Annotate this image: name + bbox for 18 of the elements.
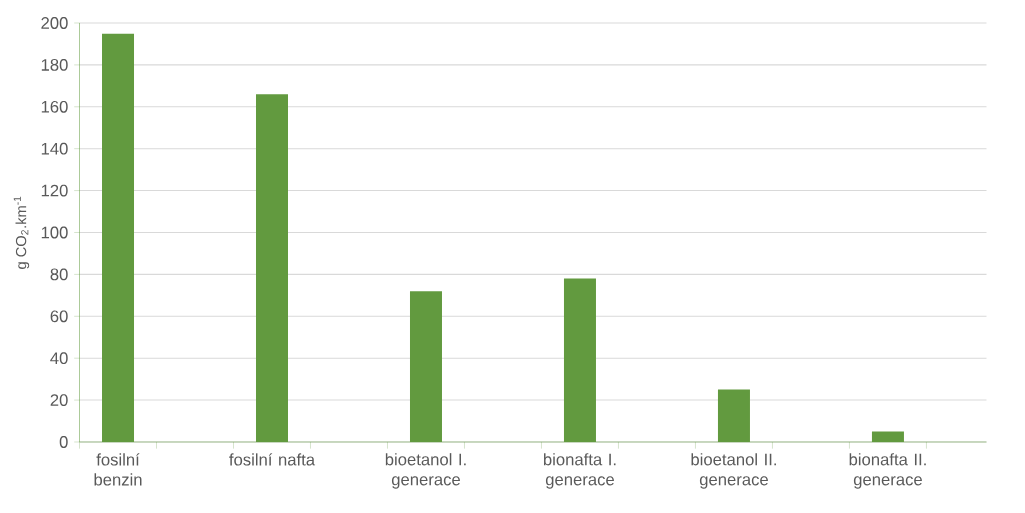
x-tick-label: fosilní nafta (229, 453, 316, 466)
y-tick-label: 120 (41, 184, 68, 197)
y-tick-label: 20 (50, 394, 68, 406)
y-tick-label: 80 (50, 268, 68, 281)
x-tick-label: bioetanol II. generace (691, 453, 776, 489)
y-tick-label: 200 (41, 17, 68, 29)
y-axis-title: g CO$_{2}$.km$^{-1}$ (13, 196, 30, 269)
y-tick-label: 60 (50, 310, 68, 323)
x-tick-label: fosilní benzin (94, 453, 142, 486)
x-tick-label: bionafta I. generace (543, 453, 616, 489)
y-tick-label: 140 (41, 142, 68, 155)
y-tick-label: 0 (59, 436, 68, 448)
y-tick-label: 40 (50, 352, 68, 365)
y-tick-label: 180 (41, 59, 68, 71)
x-tick-label: bionafta II. generace (849, 453, 926, 489)
x-tick-label: bioetanol I. generace (385, 453, 466, 489)
y-tick-label: 160 (41, 100, 68, 113)
y-tick-label: 100 (41, 226, 68, 239)
